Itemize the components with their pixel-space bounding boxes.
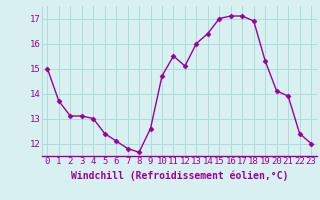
X-axis label: Windchill (Refroidissement éolien,°C): Windchill (Refroidissement éolien,°C) <box>70 171 288 181</box>
